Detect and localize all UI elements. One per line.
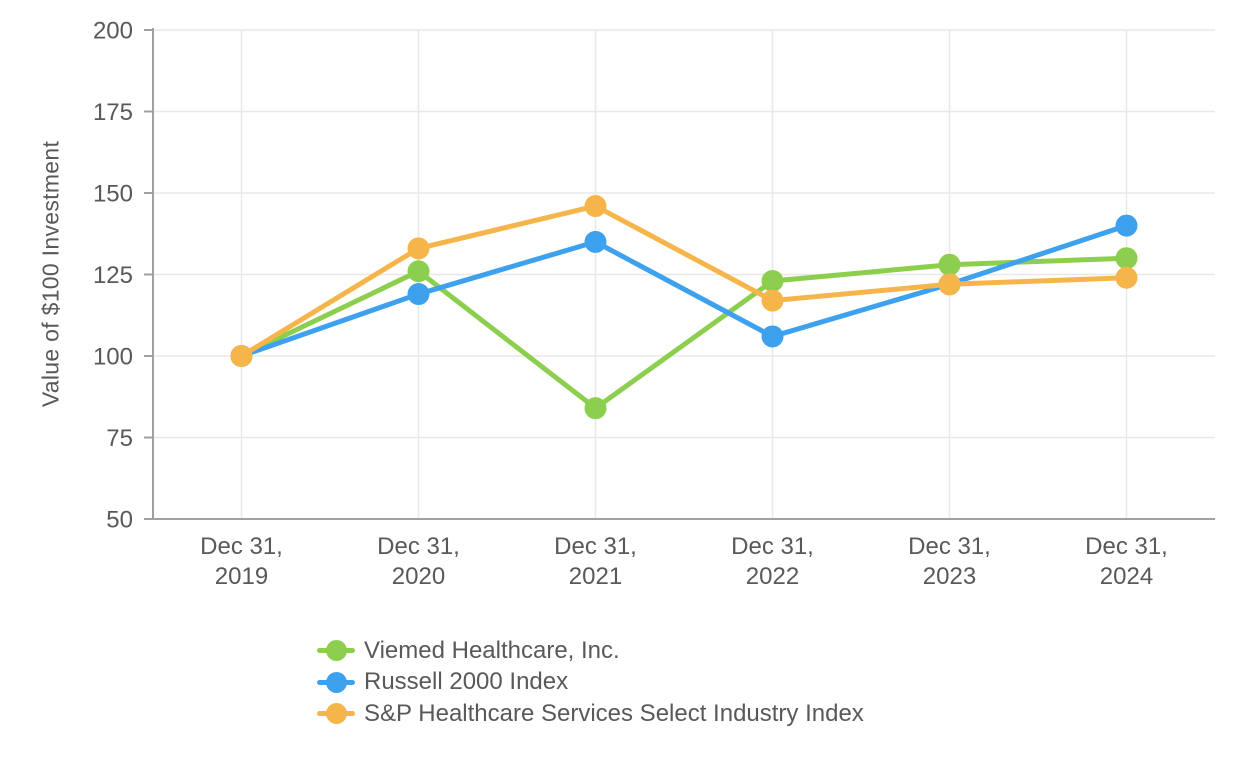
chart-legend: Viemed Healthcare, Inc. Russell 2000 Ind… — [317, 635, 864, 730]
x-tick-label: Dec 31, 2021 — [554, 533, 637, 590]
y-tick-label: 150 — [93, 181, 133, 208]
data-point-s1-x1 — [407, 283, 430, 306]
data-point-s0-x1 — [407, 260, 430, 283]
x-tick-label: Dec 31, 2023 — [908, 533, 991, 590]
y-tick-label: 100 — [93, 344, 133, 371]
legend-marker-russell-icon — [317, 671, 355, 693]
legend-marker-viemed-icon — [317, 640, 355, 662]
legend-marker-sp-icon — [317, 703, 355, 725]
data-point-s0-x3 — [761, 270, 784, 293]
data-point-s0-x5 — [1115, 247, 1138, 270]
x-tick-label: Dec 31, 2020 — [377, 533, 460, 590]
legend-label-viemed: Viemed Healthcare, Inc. — [364, 636, 620, 664]
data-point-s2-x1 — [407, 237, 430, 260]
legend-item-russell-2000: Russell 2000 Index — [317, 667, 864, 699]
y-tick-label: 175 — [93, 99, 133, 126]
data-point-s1-x5 — [1115, 214, 1138, 237]
legend-dot-icon — [325, 671, 347, 693]
y-axis-title: Value of $100 Investment — [37, 140, 64, 408]
data-point-s0-x2 — [584, 397, 607, 420]
data-point-s2-x0 — [230, 345, 253, 367]
x-tick-label: Dec 31, 2024 — [1085, 533, 1168, 590]
data-point-s1-x2 — [584, 230, 607, 253]
legend-label-sp-healthcare: S&P Healthcare Services Select Industry … — [364, 699, 864, 727]
series-line-1 — [239, 223, 1129, 359]
legend-dot-icon — [325, 640, 347, 662]
legend-label-russell-2000: Russell 2000 Index — [364, 668, 569, 696]
legend-item-sp-healthcare: S&P Healthcare Services Select Industry … — [317, 698, 864, 730]
data-point-s2-x4 — [938, 273, 961, 296]
legend-dot-icon — [325, 703, 347, 725]
data-point-s1-x3 — [761, 325, 784, 348]
x-tick-label: Dec 31, 2019 — [200, 533, 283, 590]
legend-item-viemed: Viemed Healthcare, Inc. — [317, 635, 864, 667]
y-tick-label: 50 — [106, 507, 133, 534]
data-point-s0-x4 — [938, 253, 961, 276]
x-tick-label: Dec 31, 2022 — [731, 533, 814, 590]
y-tick-label: 125 — [93, 262, 133, 289]
y-tick-label: 200 — [93, 18, 133, 45]
data-point-s2-x2 — [584, 195, 607, 218]
series-line-2 — [239, 203, 1129, 359]
data-point-s2-x3 — [761, 289, 784, 312]
y-tick-label: 75 — [106, 425, 133, 452]
series-line-0 — [239, 255, 1129, 411]
data-point-s2-x5 — [1115, 266, 1138, 289]
